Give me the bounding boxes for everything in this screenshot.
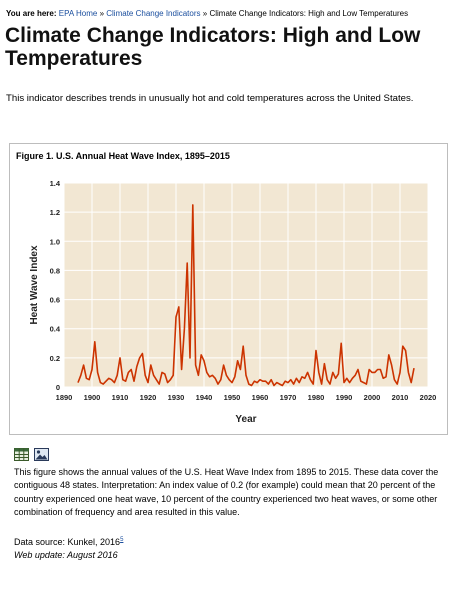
x-tick-label: 2010 [392,393,409,402]
breadcrumb-link-climate-indicators[interactable]: Climate Change Indicators [106,9,201,18]
x-tick-label: 2000 [364,393,381,402]
data-source-ref-link[interactable]: 5 [120,537,124,543]
x-tick-label: 1960 [252,393,269,402]
y-tick-label: 0.2 [50,354,60,363]
breadcrumb-current: Climate Change Indicators: High and Low … [209,9,409,18]
data-source: Data source: Kunkel, 20165 [14,537,123,547]
x-tick-label: 1930 [168,393,185,402]
x-tick-label: 1900 [84,393,101,402]
breadcrumb: You are here: EPA Home » Climate Change … [6,9,408,18]
table-icon[interactable] [14,448,29,461]
series-line [77,204,415,387]
figure-tools [14,448,49,461]
page-title: Climate Change Indicators: High and Low … [5,24,421,70]
figure-caption: Figure 1. U.S. Annual Heat Wave Index, 1… [16,151,230,161]
y-axis-label: Heat Wave Index [29,245,40,325]
x-axis-label: Year [235,414,256,425]
breadcrumb-separator: » [99,9,105,18]
y-tick-label: 0.8 [50,266,60,275]
breadcrumb-link-epa-home[interactable]: EPA Home [58,9,98,18]
x-tick-label: 1920 [140,393,157,402]
y-tick-label: 0.6 [50,296,60,305]
image-icon[interactable] [34,448,49,461]
x-tick-label: 1890 [56,393,73,402]
figure-description: This figure shows the annual values of t… [14,467,439,518]
breadcrumb-lead: You are here: [6,9,57,18]
breadcrumb-separator: » [202,9,208,18]
x-tick-label: 1950 [224,393,241,402]
y-tick-label: 1.2 [50,208,60,217]
web-update: Web update: August 2016 [14,550,118,560]
x-tick-label: 1940 [196,393,213,402]
intro-text: This indicator describes trends in unusu… [6,93,414,104]
data-source-label: Data source: Kunkel, 2016 [14,537,121,547]
plot-area [64,183,428,387]
x-tick-label: 1990 [336,393,353,402]
y-tick-label: 1.0 [50,237,60,246]
x-tick-label: 1970 [280,393,297,402]
x-tick-label: 1980 [308,393,325,402]
y-tick-label: 0.4 [50,325,61,334]
x-tick-label: 2020 [420,393,437,402]
y-tick-label: 0 [56,383,60,392]
y-tick-label: 1.4 [50,179,61,188]
x-tick-label: 1910 [112,393,129,402]
